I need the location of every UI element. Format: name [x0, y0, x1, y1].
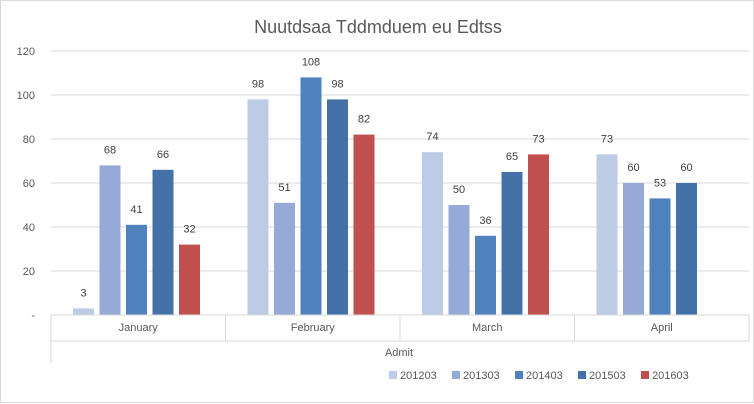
y-tick-label: 120 — [17, 46, 35, 58]
bar — [448, 205, 470, 315]
data-label: 66 — [157, 149, 169, 161]
y-tick-label: 80 — [23, 134, 35, 146]
data-label: 98 — [331, 78, 343, 90]
data-label: 3 — [80, 287, 86, 299]
bar — [126, 224, 147, 315]
bar — [300, 77, 322, 316]
bars: 3 68 41 66 32 98 51 108 98 82 74 50 36 65 73 73 60 53 60 — [73, 56, 697, 316]
data-label: 60 — [627, 162, 639, 174]
bar — [247, 99, 269, 316]
data-label: 74 — [426, 131, 438, 143]
x-tick-label: March — [472, 322, 503, 334]
axes: - 20 40 60 80 100 120 January February March April — [17, 46, 750, 363]
legend-swatch — [641, 371, 649, 379]
y-tick-label: 40 — [23, 222, 35, 234]
legend: 201203 201303 201403 201503 201603 — [389, 370, 689, 382]
bar — [649, 198, 671, 315]
legend-label: 201303 — [463, 370, 500, 382]
legend-swatch — [515, 371, 523, 379]
data-label: 73 — [532, 133, 544, 145]
data-label: 41 — [130, 204, 142, 216]
bar — [327, 99, 348, 316]
bar — [501, 172, 523, 315]
data-label: 51 — [278, 182, 290, 194]
legend-label: 201403 — [526, 370, 563, 382]
legend-swatch — [389, 371, 397, 379]
data-label: 60 — [680, 162, 692, 174]
bar — [475, 235, 496, 315]
bar — [179, 244, 200, 315]
x-axis-label: Admit — [385, 347, 413, 359]
data-label: 82 — [358, 114, 370, 126]
bar — [152, 169, 174, 315]
x-tick-label: February — [291, 322, 336, 334]
data-label: 32 — [183, 224, 195, 236]
legend-swatch — [578, 371, 586, 379]
bar — [353, 134, 375, 315]
bar — [623, 183, 644, 315]
data-label: 73 — [601, 133, 613, 145]
bar — [274, 202, 295, 315]
legend-label: 201503 — [589, 370, 626, 382]
y-tick-label: 100 — [17, 90, 35, 102]
data-label: 50 — [453, 184, 465, 196]
legend-label: 201603 — [652, 370, 689, 382]
bar — [99, 165, 121, 315]
x-tick-label: January — [119, 322, 159, 334]
x-tick-label: April — [651, 322, 673, 334]
bar — [422, 152, 443, 315]
y-tick-label: 20 — [23, 266, 35, 278]
data-label: 98 — [252, 78, 264, 90]
data-label: 68 — [104, 144, 116, 156]
data-label: 36 — [479, 215, 491, 227]
legend-swatch — [452, 371, 460, 379]
legend-label: 201203 — [400, 370, 437, 382]
bar — [676, 183, 697, 315]
y-tick-label: - — [31, 310, 35, 322]
data-label: 108 — [302, 56, 320, 68]
bar — [528, 154, 549, 315]
y-tick-label: 60 — [23, 178, 35, 190]
data-label: 53 — [654, 177, 666, 189]
data-label: 65 — [506, 151, 518, 163]
bar — [73, 308, 94, 315]
bar — [596, 154, 618, 315]
chart-title: Nuutdsaa Tddmduem eu Edtss — [254, 17, 502, 37]
